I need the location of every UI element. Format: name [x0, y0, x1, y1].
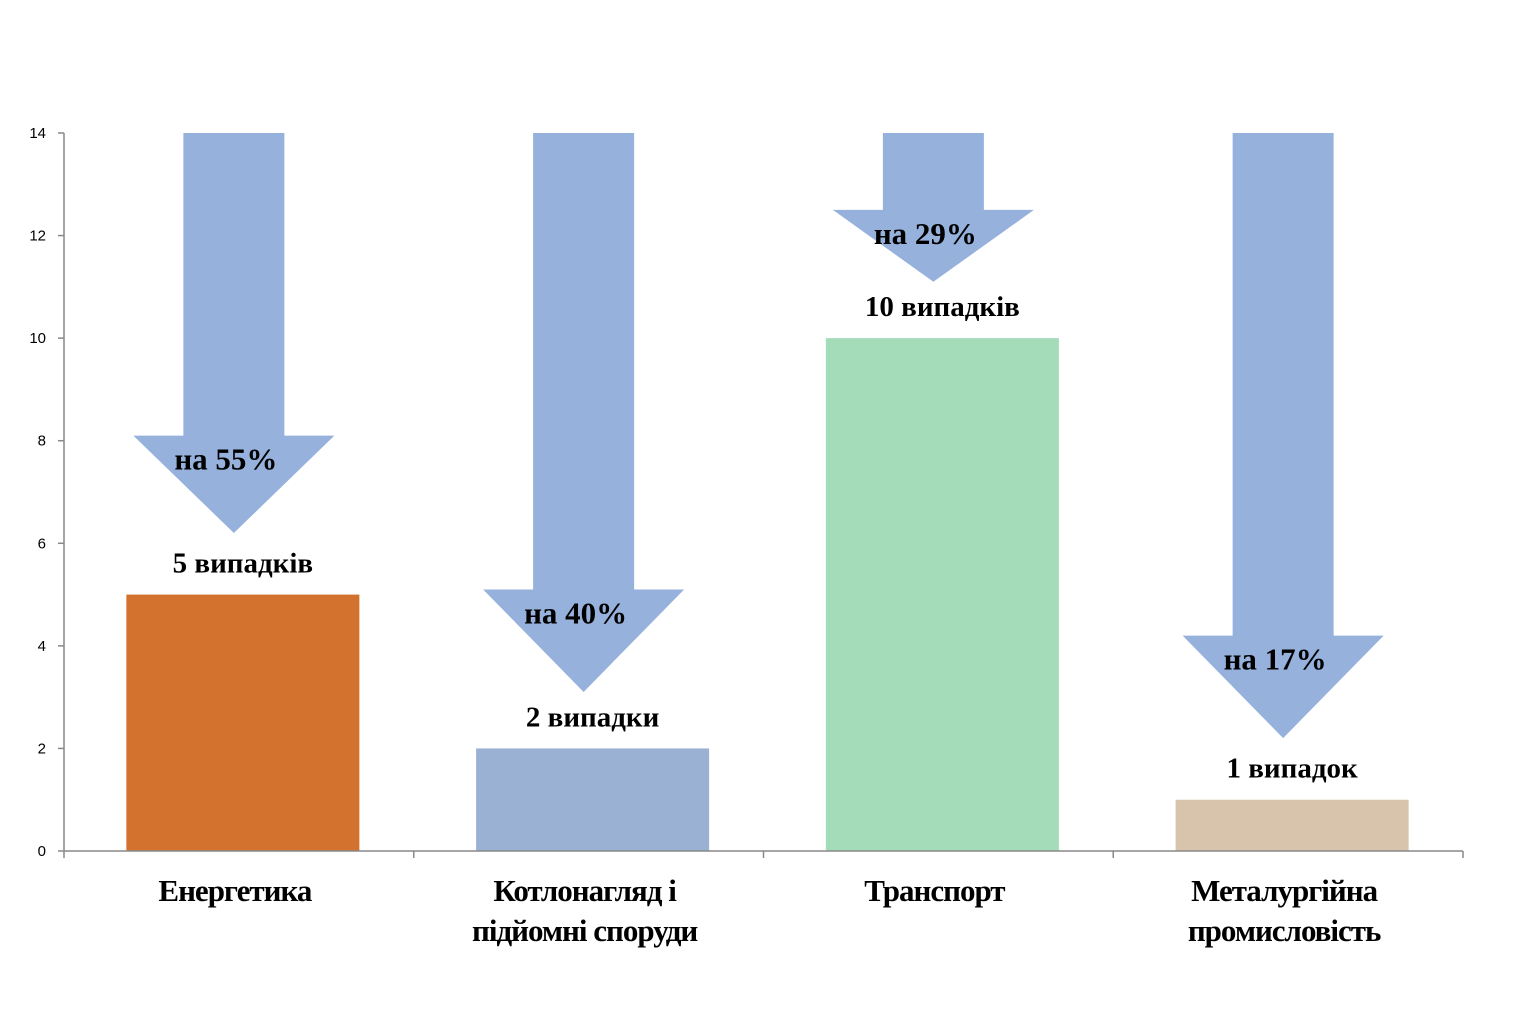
y-tick-label-2: 2 [38, 740, 46, 757]
down-arrow-2 [483, 133, 685, 693]
down-arrow-1 [133, 133, 335, 534]
arrows-layer [133, 133, 1384, 739]
category-label-line: Транспорт [864, 873, 1005, 908]
y-tick-label-0: 0 [38, 843, 46, 860]
y-tick-label-6: 6 [38, 535, 46, 552]
category-label-line: Енергетика [158, 873, 312, 908]
y-tick-label-8: 8 [38, 433, 46, 450]
data-label-4: 1 випадок [1227, 753, 1358, 785]
axes-layer [58, 132, 1464, 858]
arrow-label-3: на 29% [874, 216, 977, 251]
down-arrow-3 [832, 133, 1034, 282]
y-tick-label-10: 10 [29, 330, 46, 347]
category-label-3: Транспорт [864, 873, 1005, 908]
category-label-line: підйомні споруди [472, 913, 698, 948]
y-tick-label-4: 4 [38, 638, 46, 655]
arrow-label-1: на 55% [174, 442, 277, 477]
arrow-label-2: на 40% [524, 595, 627, 630]
data-label-2: 2 випадки [526, 701, 659, 733]
category-label-line: Металургійна [1191, 873, 1379, 908]
bars-layer [126, 338, 1409, 852]
y-tick-label-12: 12 [29, 228, 46, 245]
category-label-2: Котлонагляд і підйомні споруди [472, 873, 698, 948]
labels-layer: на 55% на 40% на 29% на 17% 5 випадків 2 випа… [29, 125, 1382, 948]
arrow-label-4: на 17% [1224, 642, 1327, 677]
bar-3 [825, 338, 1059, 852]
category-label-line: промисловість [1188, 913, 1381, 948]
y-tick-label-14: 14 [29, 125, 46, 142]
category-label-4: Металургійна промисловість [1188, 873, 1381, 948]
data-label-1: 5 випадків [173, 548, 313, 580]
data-label-3: 10 випадків [865, 291, 1020, 323]
category-label-line: Котлонагляд і [493, 873, 677, 908]
category-label-1: Енергетика [158, 873, 312, 908]
down-arrow-4 [1182, 133, 1384, 739]
bar-2 [476, 748, 710, 851]
bar-4 [1175, 799, 1409, 851]
bar-1 [126, 594, 360, 851]
